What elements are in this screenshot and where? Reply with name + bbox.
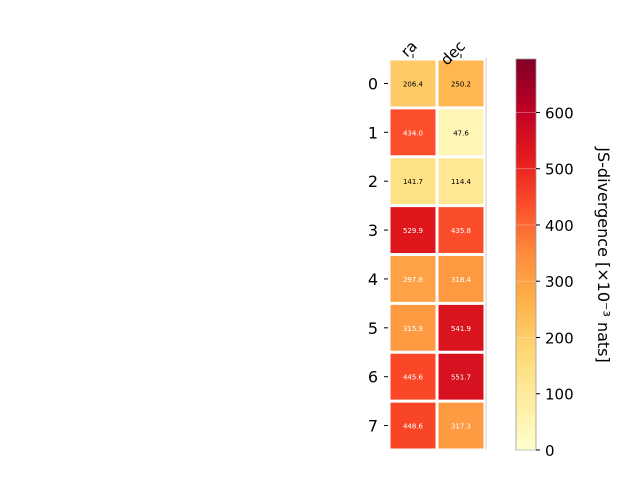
row-label: 5 — [368, 319, 378, 338]
cell-value-label: 448.6 — [403, 423, 424, 431]
heatmap: 206.4 250.2 434.0 47.6 141.7 114.4 529.9 435.8 2… — [390, 58, 487, 450]
cell-value-label: 47.6 — [453, 129, 469, 137]
row-label: 7 — [368, 417, 378, 436]
row-label: 3 — [368, 221, 378, 240]
cell-value-label: 551.7 — [451, 374, 471, 382]
cell-value-label: 114.4 — [451, 178, 472, 186]
heatmap-cell — [438, 109, 484, 156]
colorbar-tick-label: 200 — [545, 329, 574, 347]
colorbar: 0 100 200 300 400 500 600 — [515, 58, 574, 460]
heatmap-cell — [390, 158, 436, 205]
cell-value-label: 206.4 — [403, 80, 424, 88]
row-label: 6 — [368, 368, 378, 387]
colorbar-tick-label: 300 — [545, 273, 574, 291]
cell-value-label: 541.9 — [451, 325, 471, 333]
cell-value-label: 529.9 — [403, 227, 423, 235]
heatmap-cell — [438, 158, 484, 205]
colorbar-tick-label: 100 — [545, 386, 574, 404]
row-label: 2 — [368, 172, 378, 191]
heatmap-cell — [438, 353, 484, 400]
cell-value-label: 435.8 — [451, 227, 471, 235]
heatmap-cell — [390, 402, 436, 449]
colorbar-tick-label: 600 — [545, 104, 574, 122]
heatmap-cell — [438, 256, 484, 302]
row-label: 1 — [368, 123, 378, 142]
cell-value-label: 445.6 — [403, 374, 424, 382]
cell-value-label: 318.4 — [451, 276, 472, 284]
row-label: 4 — [368, 270, 378, 289]
column-label: ra — [397, 37, 421, 61]
heatmap-cell — [438, 207, 484, 253]
cell-value-label: 434.0 — [403, 129, 423, 137]
row-label: 0 — [368, 74, 378, 93]
cell-value-label: 141.7 — [403, 178, 423, 186]
row-labels: 0 1 2 3 4 5 6 7 — [368, 74, 388, 436]
colorbar-tick-label: 500 — [545, 161, 574, 179]
cell-value-label: 250.2 — [451, 80, 471, 88]
heatmap-cell — [438, 304, 484, 351]
colorbar-gradient — [515, 58, 537, 451]
heatmap-cell — [438, 60, 484, 107]
heatmap-cell — [390, 60, 436, 107]
heatmap-cell — [390, 109, 436, 156]
colorbar-tick-label: 0 — [545, 442, 555, 460]
heatmap-cell — [438, 402, 484, 449]
heatmap-cell — [390, 207, 436, 253]
colorbar-label: JS-divergence [×10⁻³ nats] — [594, 146, 613, 362]
heatmap-cell — [390, 353, 436, 400]
heatmap-cell — [390, 304, 436, 351]
cell-value-label: 317.3 — [451, 423, 471, 431]
cell-value-label: 315.9 — [403, 325, 423, 333]
heatmap-cell — [390, 256, 436, 302]
cell-value-label: 297.8 — [403, 276, 423, 284]
colorbar-tick-label: 400 — [545, 217, 574, 235]
